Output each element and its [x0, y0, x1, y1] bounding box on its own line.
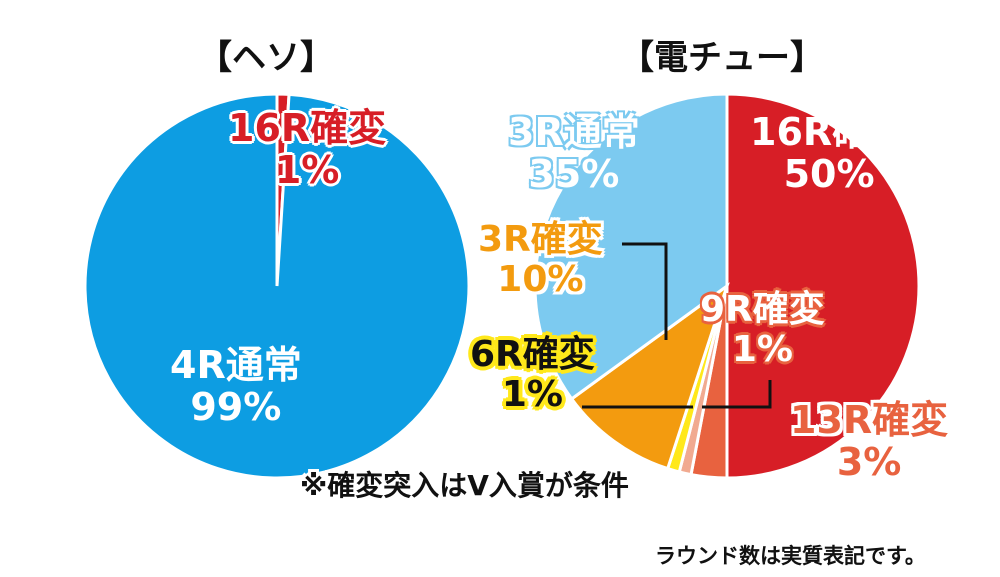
label-denchu-6r: 6R確変 1% — [470, 335, 595, 414]
label-heso-16r: 16R確変 1% — [228, 106, 387, 192]
label-denchu-3r-normal: 3R通常 35% — [508, 110, 640, 196]
denchu-slice-5 — [533, 92, 729, 401]
label-denchu-3r-kakuhen-name: 3R確変 — [478, 219, 603, 260]
label-heso-4r-value: 99% — [190, 384, 282, 429]
label-denchu-16r-value: 50% — [783, 151, 875, 196]
heso-slice-0 — [83, 92, 471, 480]
label-denchu-6r-name: 6R確変 — [470, 334, 595, 375]
label-heso-4r: 4R通常 99% — [170, 343, 302, 429]
label-denchu-9r: 9R確変 1% — [700, 290, 825, 369]
label-denchu-13r: 13R確変 3% — [790, 398, 949, 484]
pie-denchu — [533, 92, 921, 480]
kakuhen-condition-note: ※確変突入はV入賞が条件 — [300, 469, 629, 502]
label-denchu-16r-name: 16R確変 — [750, 110, 909, 154]
label-denchu-13r-value: 3% — [836, 439, 902, 484]
denchu-slice-4 — [569, 282, 730, 471]
label-denchu-3r-kakuhen: 3R確変 10% — [478, 220, 603, 299]
label-denchu-6r-value: 1% — [501, 373, 563, 415]
label-denchu-13r-name: 13R確変 — [790, 398, 949, 442]
pie-heso — [83, 92, 471, 480]
label-heso-4r-name: 4R通常 — [170, 343, 302, 387]
leader-lines — [582, 242, 772, 409]
label-denchu-9r-value: 1% — [731, 328, 793, 370]
title-heso: 【ヘソ】 — [198, 38, 334, 78]
title-denchu: 【電チュー】 — [620, 38, 824, 78]
label-denchu-3r-normal-value: 35% — [528, 151, 620, 196]
label-heso-16r-name: 16R確変 — [228, 106, 387, 150]
label-denchu-9r-name: 9R確変 — [700, 289, 825, 330]
label-denchu-3r-kakuhen-value: 10% — [497, 258, 584, 300]
label-heso-16r-value: 1% — [274, 147, 340, 192]
round-count-footnote: ラウンド数は実質表記です。 — [655, 544, 926, 568]
leader-9r — [702, 380, 772, 409]
label-denchu-16r: 16R確変 50% — [750, 110, 909, 196]
leader-3r-kakuhen — [622, 242, 668, 340]
denchu-slice-0 — [725, 92, 921, 480]
label-denchu-3r-normal-name: 3R通常 — [508, 110, 640, 154]
